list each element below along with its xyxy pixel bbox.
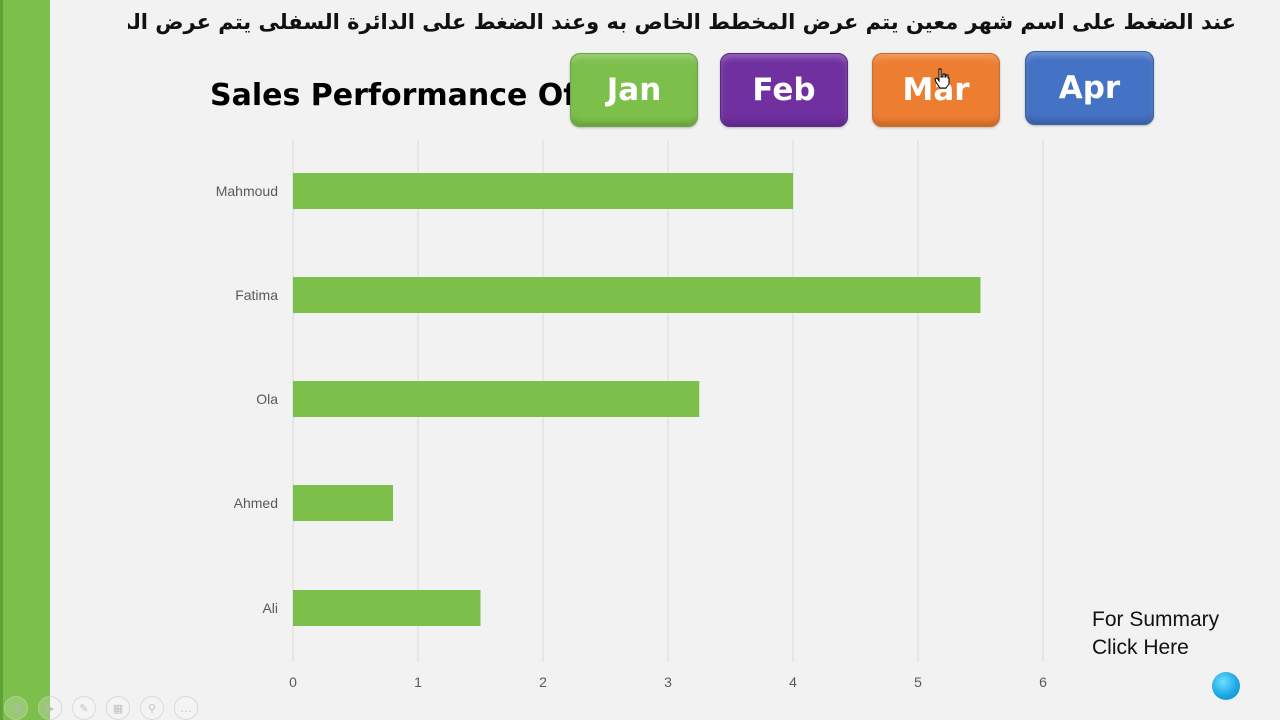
- bar-fatima: [293, 277, 981, 313]
- summary-line-1: For Summary: [1092, 608, 1220, 631]
- bar-ola: [293, 381, 700, 417]
- summary-circle-button[interactable]: [1212, 672, 1240, 700]
- next-icon[interactable]: ▶: [38, 696, 62, 720]
- month-button-apr[interactable]: Apr: [1025, 51, 1154, 125]
- month-button-mar[interactable]: Mar: [872, 53, 1000, 127]
- prev-icon[interactable]: ◀: [4, 696, 28, 720]
- zoom-icon[interactable]: ⚲: [140, 696, 164, 720]
- category-label: Ali: [262, 600, 278, 616]
- x-tick-label: 2: [539, 674, 547, 690]
- bar-ahmed: [293, 485, 393, 521]
- slides-icon[interactable]: ▦: [106, 696, 130, 720]
- more-icon[interactable]: …: [174, 696, 198, 720]
- month-button-feb[interactable]: Feb: [720, 53, 848, 127]
- summary-link[interactable]: For Summary Click Here: [1092, 606, 1219, 662]
- category-label: Ola: [256, 391, 278, 407]
- pen-icon[interactable]: ✎: [72, 696, 96, 720]
- slideshow-toolbar: ◀ ▶ ✎ ▦ ⚲ …: [0, 696, 198, 720]
- bar-mahmoud: [293, 173, 793, 209]
- left-accent-bar: [0, 0, 50, 720]
- x-tick-label: 3: [664, 674, 672, 690]
- category-label: Fatima: [235, 287, 278, 303]
- category-label: Mahmoud: [216, 183, 278, 199]
- x-tick-label: 5: [914, 674, 922, 690]
- bar-ali: [293, 590, 481, 626]
- x-tick-label: 0: [289, 674, 297, 690]
- summary-line-2: Click Here: [1092, 636, 1189, 659]
- x-tick-label: 4: [789, 674, 797, 690]
- left-accent-edge: [0, 0, 3, 720]
- hand-cursor-icon: [934, 68, 950, 89]
- category-label: Ahmed: [234, 495, 278, 511]
- x-tick-label: 1: [414, 674, 422, 690]
- instruction-text: عند الضغط على اسم شهر معين يتم عرض المخط…: [128, 10, 1236, 34]
- month-button-jan[interactable]: Jan: [570, 53, 698, 127]
- page-title: Sales Performance Of: [210, 78, 577, 113]
- x-tick-label: 6: [1039, 674, 1047, 690]
